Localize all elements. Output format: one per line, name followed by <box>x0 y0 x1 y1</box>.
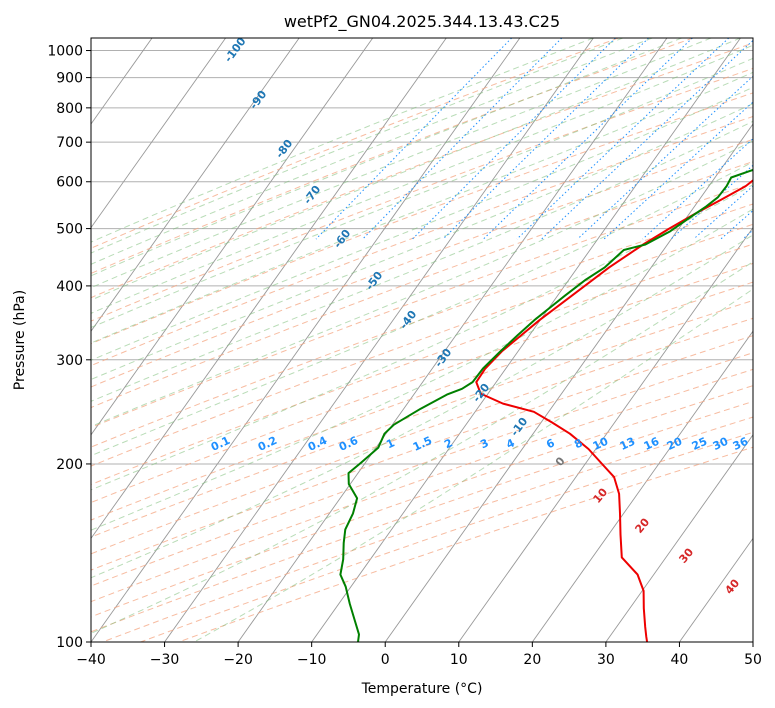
moist-adiabat-14 <box>91 120 753 402</box>
mixing-ratio-line-0.4 <box>412 38 616 240</box>
mixing-ratio-label: 30 <box>711 435 731 453</box>
x-tick-label: 20 <box>523 652 541 668</box>
isotherm--80 <box>91 38 226 229</box>
mixing-ratio-label: 16 <box>642 435 662 453</box>
moist-adiabat--26 <box>91 38 623 254</box>
moist-adiabat-10 <box>91 103 753 380</box>
y-tick-label: 700 <box>56 135 83 151</box>
isotherm--30 <box>164 38 594 642</box>
y-axis-title: Pressure (hPa) <box>12 290 28 390</box>
mixing-ratio-label: 25 <box>690 435 709 453</box>
background-lines <box>91 38 753 642</box>
y-tick-label: 1000 <box>47 44 83 60</box>
y-tick-label: 100 <box>56 635 83 651</box>
x-tick-label: −40 <box>76 652 106 668</box>
isotherm-40 <box>679 537 753 642</box>
moist-adiabat-2 <box>91 71 753 344</box>
moist-adiabat--22 <box>91 38 653 265</box>
temperature-trace <box>475 179 753 642</box>
x-tick-label: 40 <box>671 652 689 668</box>
moist-adiabat-18 <box>91 140 753 428</box>
mixing-ratio-line-0.1 <box>315 38 513 240</box>
dewpoint-trace <box>339 168 753 642</box>
moist-adiabat--14 <box>91 38 712 289</box>
dry-adiabat-160 <box>91 385 753 618</box>
moist-adiabat-26 <box>91 184 753 491</box>
isotherm-10 <box>458 226 753 642</box>
moist-adiabat-22 <box>91 161 753 457</box>
isotherm-30 <box>605 434 753 642</box>
y-tick-label: 300 <box>56 353 83 369</box>
dry-adiabat-50 <box>91 182 753 429</box>
dry-adiabat--20 <box>91 38 694 274</box>
moist-adiabat-30 <box>91 208 753 531</box>
moist-adiabat-6 <box>91 86 753 361</box>
dry-adiabat-20 <box>91 115 753 367</box>
x-tick-label: −20 <box>223 652 253 668</box>
moist-adiabat--2 <box>91 57 753 329</box>
mixing-ratio-line-3 <box>577 75 753 240</box>
moist-adiabat--30 <box>91 38 594 243</box>
mixing-ratio-label: 20 <box>665 435 685 453</box>
dry-adiabat--30 <box>91 38 619 249</box>
isotherm-20 <box>531 330 753 642</box>
y-tick-label: 900 <box>56 71 83 87</box>
data-traces <box>339 168 753 642</box>
x-tick-label: 0 <box>381 652 390 668</box>
y-tick-label: 500 <box>56 222 83 238</box>
mixing-ratio-label: 10 <box>591 435 611 453</box>
dry-adiabat-60 <box>91 203 753 448</box>
moist-adiabat-42 <box>193 288 753 642</box>
dry-adiabat-110 <box>91 299 753 538</box>
x-tick-label: 50 <box>744 652 762 668</box>
isotherm-0 <box>384 123 753 642</box>
isotherm--60 <box>91 38 374 436</box>
x-tick-label: −10 <box>297 652 327 668</box>
x-tick-label: 10 <box>450 652 468 668</box>
isotherm--50 <box>91 38 447 540</box>
isotherm--70 <box>91 38 300 332</box>
y-tick-label: 400 <box>56 279 83 295</box>
mixing-ratio-label: 13 <box>618 435 637 453</box>
dry-adiabat-40 <box>91 161 753 409</box>
moist-adiabat--18 <box>91 38 682 277</box>
x-tick-label: −30 <box>150 652 180 668</box>
x-tick-label: 30 <box>597 652 615 668</box>
dry-adiabat-140 <box>91 352 753 587</box>
y-tick-label: 600 <box>56 175 83 191</box>
moist-adiabat--10 <box>91 38 741 301</box>
y-tick-label: 800 <box>56 101 83 117</box>
dry-adiabat-90 <box>91 262 753 504</box>
moist-adiabat--6 <box>91 44 753 314</box>
plot-frame <box>90 37 754 643</box>
mixing-ratio-label: 36 <box>731 435 751 453</box>
mixing-ratio-line-4 <box>603 101 753 240</box>
moist-adiabat-38 <box>91 261 753 634</box>
y-tick-label: 200 <box>56 457 83 473</box>
moist-adiabat-34 <box>91 234 753 579</box>
mixing-ratio-line-1.5 <box>516 38 730 240</box>
x-axis-title: Temperature (°C) <box>361 681 483 697</box>
axes: −40 −30 −20 −10 0 10 20 30 40 50 100 200 300 400 500 60… <box>47 44 762 668</box>
isotherm--40 <box>91 38 521 642</box>
chart-title: wetPf2_GN04.2025.344.13.43.C25 <box>284 12 560 32</box>
mixing-ratio-line-0.6 <box>442 38 649 240</box>
